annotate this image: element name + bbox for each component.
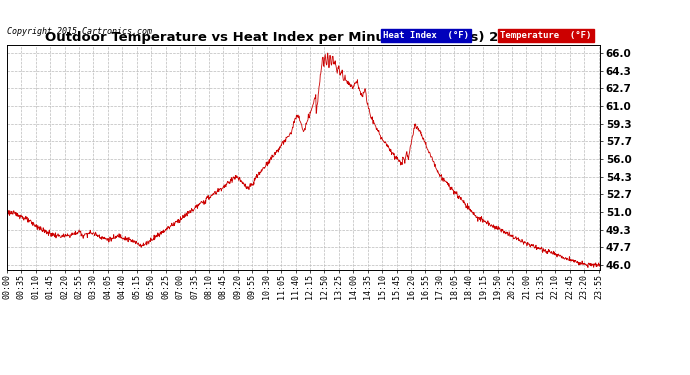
Text: Temperature  (°F): Temperature (°F) [500,31,591,40]
Text: Copyright 2015 Cartronics.com: Copyright 2015 Cartronics.com [7,27,152,36]
Text: Heat Index  (°F): Heat Index (°F) [383,31,469,40]
Title: Outdoor Temperature vs Heat Index per Minute (24 Hours) 20151015: Outdoor Temperature vs Heat Index per Mi… [45,31,562,44]
